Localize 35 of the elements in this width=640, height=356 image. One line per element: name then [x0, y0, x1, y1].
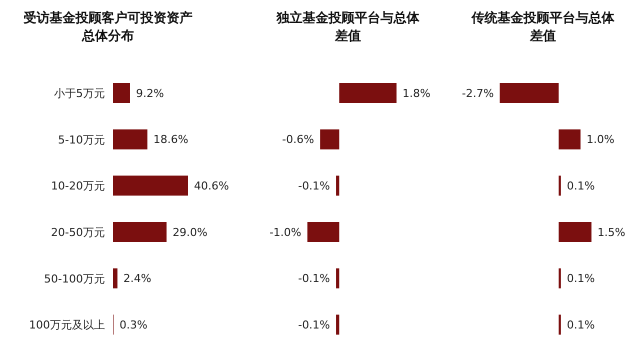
data-label: -0.6%: [282, 133, 314, 146]
bar: [558, 222, 592, 242]
bar: [113, 129, 148, 150]
y-tick-label: 20-50万元: [51, 226, 105, 240]
data-label: -0.1%: [298, 272, 330, 286]
data-label: -2.7%: [462, 86, 494, 100]
data-label: 40.6%: [194, 180, 229, 193]
bar: [500, 83, 559, 103]
y-tick-label: 10-20万元: [51, 180, 105, 193]
y-tick-label: 5-10万元: [58, 133, 105, 146]
data-label: 1.5%: [597, 226, 626, 239]
chart-title: 传统基金投顾平台与总体差值: [470, 10, 616, 46]
data-label: -0.1%: [298, 180, 330, 193]
chart-title: 独立基金投顾平台与总体差值: [275, 10, 420, 46]
data-label: -1.0%: [269, 226, 302, 239]
y-tick-label: 100万元及以上: [29, 318, 105, 332]
data-label: -0.1%: [298, 318, 330, 332]
data-label: 9.2%: [136, 86, 164, 100]
data-label: 1.8%: [402, 86, 430, 100]
bar: [558, 129, 581, 150]
bar: [113, 222, 167, 242]
chart-title: 受访基金投顾客户可投资资产总体分布: [22, 10, 194, 46]
data-label: 0.3%: [120, 318, 148, 332]
data-label: 18.6%: [153, 133, 188, 146]
bar: [113, 83, 130, 103]
data-label: 0.1%: [566, 318, 595, 332]
data-label: 1.0%: [586, 133, 614, 146]
y-tick-label: 50-100万元: [44, 272, 105, 286]
y-tick-label: 小于5万元: [54, 87, 105, 100]
data-label: 0.1%: [566, 180, 595, 193]
data-label: 0.1%: [566, 272, 595, 286]
data-label: 29.0%: [172, 226, 208, 239]
bar: [113, 268, 118, 288]
data-label: 2.4%: [123, 272, 152, 286]
bar: [113, 176, 188, 196]
